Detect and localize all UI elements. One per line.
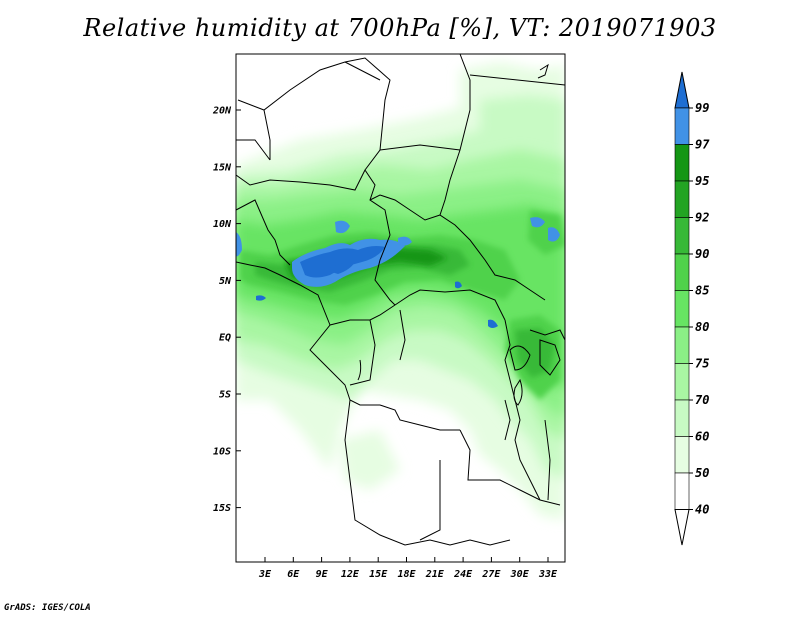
colorbar-segment	[674, 217, 690, 255]
lon-tick-label: 24E	[453, 569, 473, 580]
colorbar-segment	[674, 290, 690, 328]
lon-tick-label: 27E	[481, 569, 501, 580]
humidity-field	[236, 54, 565, 562]
lon-tick-label: 21E	[425, 569, 445, 580]
colorbar-bottom-arrow	[674, 509, 690, 546]
longitude-axis: 3E 6E 9E 12E 15E 18E 21E 24E 27E 30E 33E	[258, 557, 558, 580]
colorbar: 99 97 95 92 90 85 80 75 70 60 50 40	[674, 71, 710, 546]
lon-tick-label: 12E	[341, 569, 360, 580]
colorbar-label: 50	[695, 466, 709, 480]
grads-credit: GrADS: IGES/COLA	[4, 603, 91, 613]
lon-tick-label: 15E	[369, 569, 388, 580]
colorbar-segment	[674, 399, 690, 437]
colorbar-label: 99	[695, 101, 709, 115]
colorbar-label: 95	[695, 174, 709, 188]
colorbar-segment	[674, 107, 690, 145]
colorbar-label: 75	[695, 357, 709, 371]
lat-tick-label: 20N	[212, 106, 232, 117]
lon-tick-label: 18E	[397, 569, 416, 580]
lat-tick-label: 5S	[219, 390, 231, 401]
lat-tick-label: 10N	[213, 219, 232, 230]
lat-tick-label: 15N	[213, 162, 232, 173]
lon-tick-label: 9E	[316, 569, 329, 580]
lat-tick-label: EQ	[219, 333, 231, 344]
colorbar-segment	[674, 144, 690, 182]
colorbar-segment	[674, 472, 690, 510]
lon-tick-label: 6E	[287, 569, 300, 580]
lon-tick-label: 3E	[258, 569, 272, 580]
colorbar-label: 92	[695, 211, 709, 225]
colorbar-label: 97	[695, 138, 710, 152]
colorbar-label: 85	[695, 284, 709, 298]
page-title: Relative humidity at 700hPa [%], VT: 201…	[83, 14, 717, 42]
latitude-axis: 20N 15N 10N 5N EQ 5S 10S 15S	[212, 106, 241, 514]
colorbar-label: 80	[695, 320, 709, 334]
colorbar-label: 60	[695, 430, 709, 444]
country-borders	[236, 54, 565, 546]
colorbar-label: 40	[695, 503, 709, 517]
lon-tick-label: 33E	[538, 569, 558, 580]
map-frame	[235, 53, 566, 563]
lat-tick-label: 10S	[213, 446, 231, 457]
lat-tick-label: 5N	[219, 276, 232, 287]
colorbar-segment	[674, 436, 690, 474]
colorbar-top-arrow	[674, 71, 690, 109]
colorbar-segment	[674, 180, 690, 218]
colorbar-label: 70	[695, 393, 709, 407]
colorbar-segment	[674, 326, 690, 364]
colorbar-segment	[674, 363, 690, 401]
colorbar-label: 90	[695, 247, 709, 261]
lat-tick-label: 15S	[213, 503, 231, 514]
lon-tick-label: 30E	[510, 569, 530, 580]
colorbar-segment	[674, 253, 690, 291]
